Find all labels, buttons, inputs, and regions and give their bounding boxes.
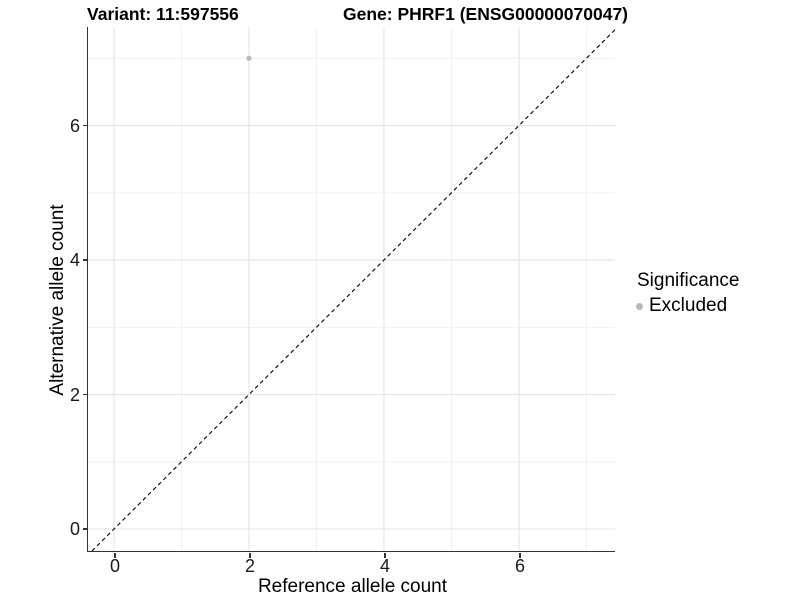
legend-item: Excluded [632, 295, 739, 317]
y-tick-mark [82, 124, 88, 127]
variant-title: Variant: 11:597556 [87, 4, 239, 24]
identity-reference-line [91, 29, 616, 551]
y-tick-label: 6 [69, 115, 80, 136]
legend-title: Significance [637, 270, 740, 291]
legend: Significance Excluded [632, 270, 739, 317]
plot-canvas [88, 27, 616, 551]
x-axis-title: Reference allele count [257, 576, 448, 597]
x-tick-mark [384, 552, 386, 558]
gene-title: Gene: PHRF1 (ENSG00000070047) [343, 4, 628, 24]
x-tick-mark [249, 552, 251, 558]
y-tick-mark [82, 393, 88, 396]
y-tick-mark [82, 528, 88, 530]
y-tick-mark [82, 259, 88, 261]
y-tick-label: 0 [69, 519, 80, 539]
y-tick-label: 2 [69, 384, 80, 405]
x-tick-label: 0 [109, 556, 120, 576]
x-tick-label: 4 [379, 556, 390, 576]
legend-item-label: Excluded [649, 295, 728, 316]
legend-point-icon [636, 302, 643, 310]
legend-key [632, 297, 647, 315]
x-tick-mark [519, 552, 521, 558]
data-point [246, 55, 252, 61]
x-tick-label: 6 [514, 556, 525, 576]
x-tick-mark [114, 552, 116, 558]
x-tick-label: 2 [244, 556, 255, 576]
legend-items: Excluded [632, 295, 739, 317]
y-axis-title: Alternative allele count [47, 204, 68, 396]
plot-panel [87, 27, 616, 552]
y-tick-label: 4 [69, 250, 80, 271]
